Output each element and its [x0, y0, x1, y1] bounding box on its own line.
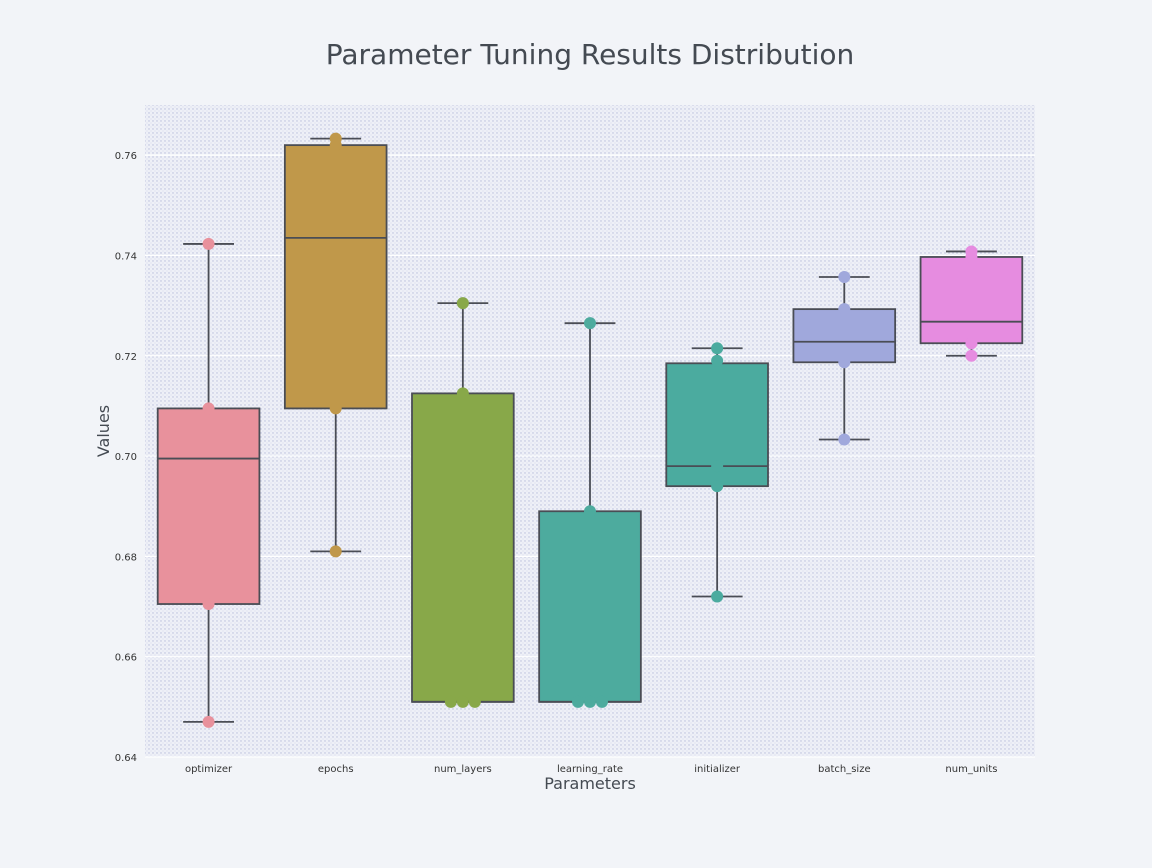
x-tick-label-num-units: num_units	[945, 764, 997, 775]
data-point	[838, 433, 851, 446]
y-tick-label: 0.74	[115, 251, 137, 262]
x-tick-label-num-layers: num_layers	[434, 764, 492, 775]
data-point	[202, 237, 215, 250]
x-tick-label-initializer: initializer	[694, 764, 741, 775]
y-tick-label: 0.66	[115, 653, 137, 664]
iqr-box	[792, 308, 897, 364]
x-tick-label-optimizer: optimizer	[185, 764, 233, 775]
x-tick-label-learning-rate: learning_rate	[557, 764, 623, 775]
iqr-box	[283, 144, 388, 410]
data-point	[329, 545, 342, 558]
data-point	[456, 387, 469, 400]
data-point	[838, 271, 851, 284]
box-optimizer	[156, 237, 261, 728]
data-point	[456, 695, 469, 708]
data-point	[838, 356, 851, 369]
data-point	[711, 354, 724, 367]
y-axis-label: Values	[94, 405, 113, 457]
box-batch-size	[792, 271, 897, 446]
x-axis-label: Parameters	[544, 774, 636, 793]
y-tick-label: 0.64	[115, 753, 137, 764]
x-tick-label-batch-size: batch_size	[818, 764, 871, 775]
iqr-box	[156, 407, 261, 605]
data-point	[584, 695, 596, 708]
data-point	[596, 695, 608, 708]
data-point	[456, 297, 469, 310]
box-epochs	[283, 132, 388, 558]
iqr-box	[538, 510, 642, 703]
data-point	[329, 132, 342, 145]
data-point	[468, 695, 481, 708]
box-num-units	[919, 245, 1024, 362]
iqr-box	[919, 256, 1024, 345]
data-point	[329, 402, 342, 415]
data-point	[965, 349, 978, 362]
data-point	[444, 695, 457, 708]
data-point	[584, 505, 596, 518]
y-tick-label: 0.72	[115, 352, 137, 363]
data-point	[584, 317, 596, 330]
y-tick-label: 0.68	[115, 552, 137, 563]
tick-labels: 0.64 0.66 0.68 0.70 0.72 0.74 0.76 optimizer epo…	[115, 151, 998, 775]
box-initializer	[665, 342, 769, 603]
data-point	[202, 402, 215, 415]
data-point	[965, 245, 978, 258]
y-tick-label: 0.70	[115, 452, 137, 463]
data-point	[572, 695, 584, 708]
y-tick-label: 0.76	[115, 151, 137, 162]
box-num-layers	[411, 297, 515, 708]
data-point	[711, 342, 724, 355]
box-series	[156, 132, 1024, 728]
x-tick-label-epochs: epochs	[318, 764, 354, 775]
data-point	[838, 303, 851, 316]
chart-title: Parameter Tuning Results Distribution	[326, 38, 854, 71]
box-learning-rate	[538, 317, 642, 708]
data-point	[965, 337, 978, 350]
data-point	[711, 460, 724, 473]
iqr-box	[411, 392, 515, 703]
data-point	[711, 590, 724, 603]
data-point	[711, 480, 724, 493]
data-point	[202, 598, 215, 611]
data-point	[202, 715, 215, 728]
